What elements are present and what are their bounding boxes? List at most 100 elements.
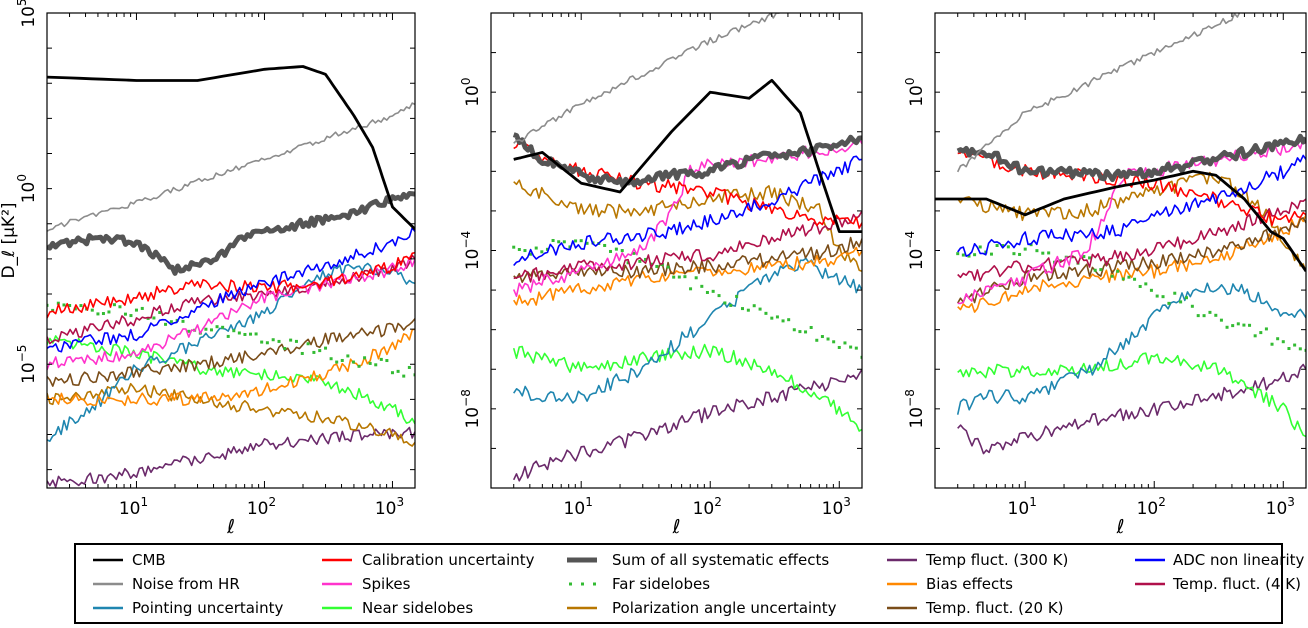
far-sidelobes-point	[677, 275, 681, 279]
far-sidelobes-point	[1214, 313, 1218, 317]
legend-swatch	[593, 582, 596, 586]
far-sidelobes-point	[335, 360, 339, 364]
x-tick-label: 102	[693, 495, 722, 519]
far-sidelobes-point	[758, 307, 762, 311]
far-sidelobes-point	[860, 355, 862, 359]
series-far-sidelobes	[512, 238, 862, 359]
series-temp-fluct-300-k	[47, 426, 415, 488]
y-tick-label: 105	[15, 0, 39, 28]
far-sidelobes-point	[402, 374, 406, 378]
far-sidelobes-point	[705, 290, 709, 294]
far-sidelobes-point	[1088, 256, 1092, 260]
far-sidelobes-point	[711, 289, 715, 293]
far-sidelobes-point	[1281, 340, 1285, 344]
far-sidelobes-point	[123, 312, 127, 316]
far-sidelobes-point	[96, 312, 100, 316]
far-sidelobes-point	[226, 334, 230, 338]
far-sidelobes-point	[289, 338, 293, 342]
far-sidelobes-point	[849, 345, 853, 349]
legend-label: Near sidelobes	[362, 599, 473, 617]
series-cmb	[513, 78, 862, 233]
far-sidelobes-point	[363, 356, 367, 360]
far-sidelobes-point	[632, 251, 636, 255]
far-sidelobes-point	[209, 328, 213, 332]
far-sidelobes-point	[694, 276, 698, 280]
legend-label: Temp. fluct. (20 K)	[925, 599, 1064, 617]
far-sidelobes-point	[324, 346, 328, 350]
far-sidelobes-point	[854, 346, 858, 350]
series-pointing-uncertainty	[513, 257, 862, 404]
far-sidelobes-point	[523, 249, 527, 253]
series-temp-fluct-4-k	[957, 198, 1306, 282]
far-sidelobes-point	[62, 303, 66, 307]
series-near-sidelobes	[47, 335, 415, 425]
far-sidelobes-point	[118, 305, 122, 309]
far-sidelobes-point	[1058, 259, 1062, 263]
far-sidelobes-point	[56, 301, 60, 305]
far-sidelobes-point	[557, 240, 561, 244]
far-sidelobes-point	[90, 308, 94, 312]
legend-swatch	[581, 582, 584, 586]
far-sidelobes-point	[978, 245, 982, 249]
far-sidelobes-point	[1093, 268, 1097, 272]
far-sidelobes-point	[129, 314, 133, 318]
legend-item-near-sidelobes: Near sidelobes	[322, 599, 473, 617]
far-sidelobes-point	[221, 325, 225, 329]
far-sidelobes-point	[764, 311, 768, 315]
far-sidelobes-point	[1208, 310, 1212, 314]
x-tick-label: 103	[375, 495, 404, 519]
far-sidelobes-point	[579, 239, 583, 243]
series-pointing-uncertainty	[47, 262, 415, 442]
legend-item-adc-non-linearity: ADC non linearity	[1135, 551, 1304, 569]
y-tick-label: 100	[903, 78, 927, 107]
far-sidelobes-point	[68, 304, 72, 308]
far-sidelobes-point	[1225, 325, 1229, 329]
series-spikes	[512, 137, 862, 297]
far-sidelobes-point	[237, 331, 241, 335]
far-sidelobes-point	[243, 332, 247, 336]
series-sum-of-all-systematic-effects	[47, 191, 415, 276]
far-sidelobes-point	[644, 257, 648, 261]
far-sidelobes-point	[683, 275, 687, 279]
x-axis-label: ℓ	[672, 516, 681, 538]
far-sidelobes-point	[1242, 323, 1246, 327]
series-noise-from-hr	[513, 13, 789, 144]
far-sidelobes-point	[390, 371, 394, 375]
far-sidelobes-point	[181, 319, 185, 323]
far-sidelobes-point	[169, 320, 173, 324]
far-sidelobes-point	[752, 304, 756, 308]
far-sidelobes-point	[379, 357, 383, 361]
far-sidelobes-point	[672, 275, 676, 279]
far-sidelobes-point	[306, 342, 310, 346]
panel-right: 101 102 103 100 10−4 10−8 ℓ	[903, 12, 1307, 538]
legend-item-temp-fluct-20-k: Temp. fluct. (20 K)	[887, 599, 1064, 617]
legend-label: Noise from HR	[132, 575, 240, 593]
legend-label: Calibration uncertainty	[362, 551, 535, 569]
far-sidelobes-point	[545, 247, 549, 251]
x-tick-label: 101	[119, 495, 148, 519]
legend-label: Polarization angle uncertainty	[612, 599, 837, 617]
far-sidelobes-point	[626, 261, 630, 265]
series-noise-from-hr	[47, 102, 415, 232]
x-tick-label: 103	[822, 495, 851, 519]
far-sidelobes-point	[134, 308, 138, 312]
far-sidelobes-point	[1082, 255, 1086, 259]
far-sidelobes-point	[1231, 324, 1235, 328]
y-tick-label: 10−4	[459, 231, 483, 270]
far-sidelobes-point	[832, 340, 836, 344]
far-sidelobes-point	[1202, 314, 1206, 318]
far-sidelobes-point	[562, 240, 566, 244]
far-sidelobes-point	[79, 304, 83, 308]
series-adc-non-linearity	[47, 227, 415, 353]
series-polarization-angle-uncertainty	[513, 179, 862, 272]
panel-left: 101 102 103 105 100 10−5 ℓ D_ℓ [μK²]	[0, 0, 416, 538]
far-sidelobes-point	[1259, 331, 1263, 335]
y-tick-label: 100	[459, 78, 483, 107]
series-adc-non-linearity	[957, 154, 1306, 257]
far-sidelobes-point	[346, 354, 350, 358]
x-axis-label: ℓ	[226, 516, 235, 538]
far-sidelobes-point	[666, 265, 670, 269]
series-calibration-uncertainty	[957, 149, 1306, 227]
series-temp-fluct-4-k	[513, 210, 862, 283]
series-adc-non-linearity	[513, 155, 862, 267]
